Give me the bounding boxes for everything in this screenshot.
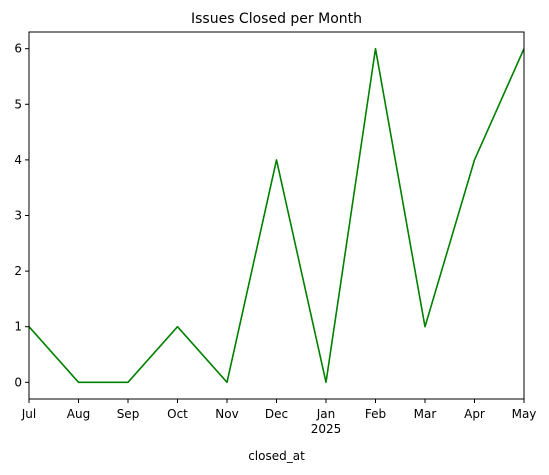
y-tick-label: 0: [14, 375, 22, 389]
y-tick-label: 1: [14, 320, 22, 334]
x-tick-label: Jan: [316, 407, 336, 421]
x-tick-label: Dec: [265, 407, 288, 421]
plot-area: [29, 49, 524, 383]
plot-frame: [29, 32, 524, 399]
x-tick-label: Aug: [67, 407, 90, 421]
y-tick-label: 6: [14, 42, 22, 56]
x-tick-label: Nov: [215, 407, 238, 421]
x-tick-label: May: [512, 407, 537, 421]
x-tick-label: Apr: [464, 407, 485, 421]
y-tick-label: 3: [14, 209, 22, 223]
x-tick-label: Jul: [21, 407, 36, 421]
y-tick-label: 5: [14, 97, 22, 111]
x-axis-label: closed_at: [248, 449, 305, 463]
y-tick-label: 2: [14, 264, 22, 278]
y-axis: 0 1 2 3 4 5 6: [14, 42, 29, 390]
x-tick-label: Oct: [167, 407, 188, 421]
x-tick-label: Sep: [117, 407, 140, 421]
x-year-label: 2025: [311, 422, 342, 436]
chart-title: Issues Closed per Month: [191, 11, 362, 27]
x-tick-label: Feb: [365, 407, 386, 421]
y-tick-label: 4: [14, 153, 22, 167]
series-line: [29, 49, 524, 383]
x-tick-label: Mar: [414, 407, 437, 421]
